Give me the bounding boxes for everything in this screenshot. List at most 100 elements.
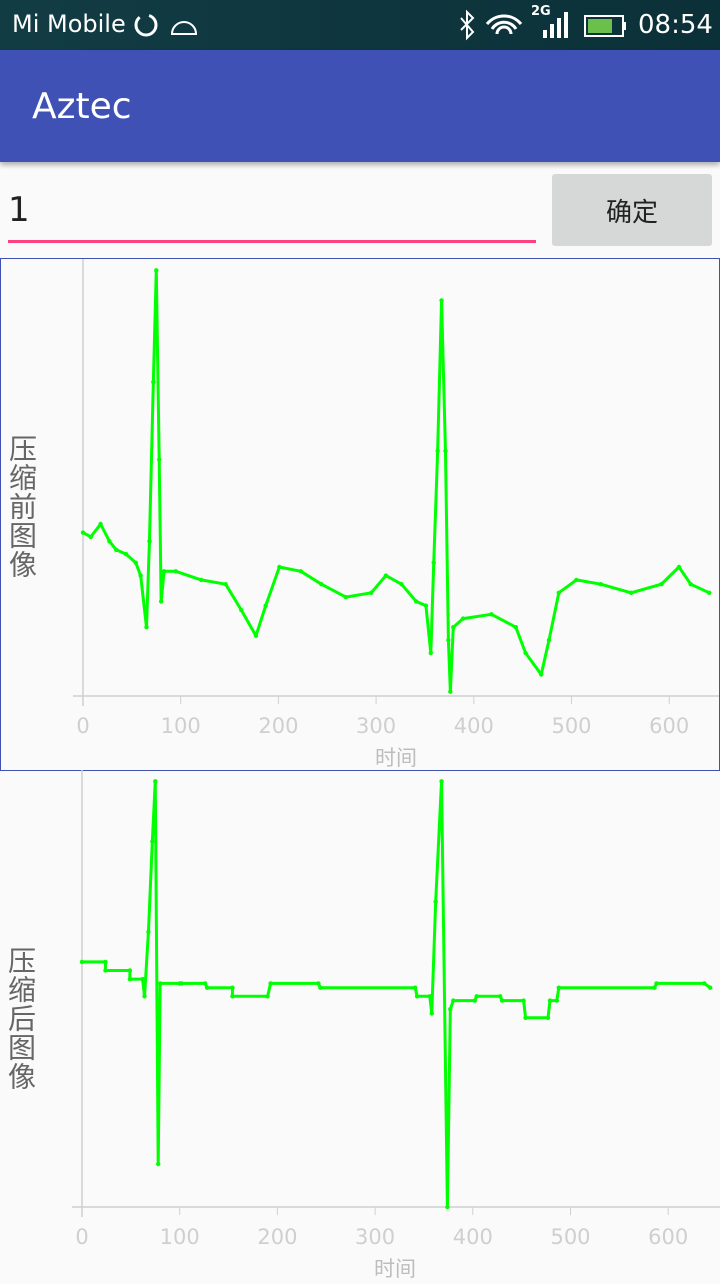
data-point <box>263 603 268 608</box>
data-point <box>546 637 552 643</box>
data-point <box>676 564 682 570</box>
data-point <box>161 569 167 574</box>
data-point <box>435 448 440 454</box>
data-point <box>158 599 164 604</box>
status-icons-right <box>460 9 626 41</box>
data-point <box>448 689 453 694</box>
data-point <box>277 564 282 570</box>
data-point <box>451 625 456 630</box>
data-point <box>413 599 419 604</box>
data-point <box>127 976 133 982</box>
data-point <box>319 582 324 587</box>
data-point <box>146 929 151 934</box>
data-point <box>445 1204 450 1210</box>
x-tick-label: 300 <box>356 714 396 738</box>
series-line <box>82 779 712 1209</box>
data-point <box>144 625 149 630</box>
data-point <box>173 569 179 574</box>
y-label: 压缩后图像 <box>4 946 37 1091</box>
x-tick-label: 200 <box>258 714 298 738</box>
data-point <box>88 534 94 540</box>
data-point <box>451 998 456 1003</box>
data-point <box>460 616 466 621</box>
data-point <box>443 448 448 454</box>
data-point <box>383 573 389 578</box>
data-point <box>230 994 235 999</box>
data-point <box>103 959 108 965</box>
data-point <box>707 590 712 595</box>
status-bar: Mi Mobile 2G 08:54 <box>0 0 720 50</box>
data-point <box>133 560 138 565</box>
data-point <box>316 981 321 986</box>
chart: 0 100 200 300 400 500 600 时间 <box>73 259 720 770</box>
data-point <box>179 981 184 986</box>
x-tick-label: 500 <box>551 714 591 738</box>
data-point <box>138 573 143 578</box>
carrier: Mi Mobile <box>12 10 126 38</box>
data-point <box>114 547 119 552</box>
data-point <box>439 779 444 784</box>
data-point <box>523 1015 528 1020</box>
data-point <box>230 985 235 990</box>
x-tick-label: 100 <box>161 714 201 738</box>
data-point <box>446 637 451 643</box>
y-label: 压缩前图像 <box>5 434 38 579</box>
data-point <box>298 569 304 574</box>
data-point <box>539 672 544 677</box>
data-point <box>652 985 657 990</box>
data-point <box>98 521 103 527</box>
data-point <box>399 582 404 587</box>
data-point <box>343 594 349 600</box>
data-point <box>556 985 561 990</box>
data-point <box>433 899 438 904</box>
data-point <box>628 590 634 595</box>
x-tick-label: 0 <box>75 1225 88 1249</box>
data-point <box>156 1161 161 1167</box>
data-point <box>123 551 129 557</box>
data-point <box>598 582 604 587</box>
data-point <box>151 379 156 385</box>
x-tick-label: 400 <box>453 1225 493 1249</box>
data-point <box>654 981 659 986</box>
x-tick-label: 500 <box>550 1225 590 1249</box>
data-point <box>448 1007 453 1012</box>
confirm-button[interactable]: 确定 <box>552 174 712 246</box>
data-point <box>414 994 420 999</box>
x-tick-label: 200 <box>257 1225 297 1249</box>
data-point <box>154 268 159 273</box>
data-point <box>199 577 204 583</box>
data-point <box>554 998 560 1003</box>
data-point <box>513 625 519 630</box>
data-point <box>412 985 418 990</box>
x-tick-label: 100 <box>160 1225 200 1249</box>
data-point <box>127 968 133 973</box>
data-point <box>268 981 273 986</box>
data-point <box>204 985 210 990</box>
x-tick-label: 0 <box>76 714 89 738</box>
chart-after: 0 100 200 300 400 500 600 时间 压缩后图像 <box>0 770 720 1281</box>
text-input[interactable]: 1 <box>8 190 30 230</box>
network: 2G <box>531 4 551 19</box>
data-point <box>521 998 526 1003</box>
data-point <box>265 994 270 999</box>
x-label: 时间 <box>374 1257 416 1280</box>
data-point <box>140 976 145 982</box>
data-point <box>79 959 85 965</box>
data-point <box>423 603 429 608</box>
data-point <box>688 582 693 587</box>
x-tick-label: 600 <box>648 1225 688 1249</box>
data-point <box>253 633 259 638</box>
data-point <box>499 998 505 1003</box>
data-point <box>474 994 479 999</box>
data-point <box>223 582 228 587</box>
data-point <box>147 539 152 544</box>
data-point <box>157 981 163 986</box>
chart: 0 100 200 300 400 500 600 时间 <box>72 770 720 1281</box>
data-point <box>427 994 433 999</box>
data-point <box>547 998 553 1003</box>
chart-before: 0 100 200 300 400 500 600 时间 压缩前图像 <box>0 258 720 771</box>
data-point <box>429 1011 434 1016</box>
data-point <box>202 981 208 986</box>
data-point <box>80 530 86 535</box>
